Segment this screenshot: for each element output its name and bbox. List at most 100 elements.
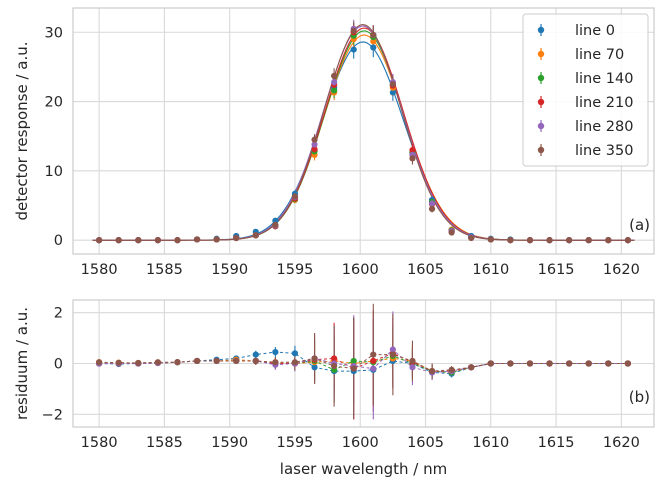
top-y-axis-label: detector response / a.u.	[13, 41, 31, 220]
data-point	[370, 44, 377, 51]
top-panel: 1580 1585 1590 1595 1600 1605 1610 1615 1620 0 10…	[13, 7, 655, 278]
data-point	[409, 155, 416, 162]
legend-label: line 280	[575, 119, 633, 135]
x-tick-label: 1605	[407, 262, 444, 278]
y-tick-label: 20	[45, 95, 63, 111]
data-point	[468, 364, 475, 371]
legend-label: line 140	[575, 71, 633, 87]
data-point	[311, 136, 318, 143]
x-tick-label: 1610	[472, 435, 509, 451]
data-point	[331, 72, 338, 80]
y-tick-label: 30	[45, 25, 63, 41]
data-point	[193, 357, 201, 365]
data-point	[331, 355, 338, 362]
data-point	[233, 234, 240, 242]
data-point	[605, 237, 612, 244]
data-point	[331, 87, 338, 94]
data-point	[115, 237, 122, 244]
data-point	[389, 346, 396, 353]
bottom-panel: 1580 1585 1590 1595 1600 1605 1610 1615 1620 −2 0…	[13, 299, 655, 478]
panel-a-tag: (a)	[629, 216, 650, 234]
x-tick-label: 1600	[342, 435, 379, 451]
data-point	[115, 359, 122, 366]
y-tick-label: 10	[45, 164, 63, 180]
data-point	[566, 237, 573, 244]
data-point	[154, 237, 161, 244]
data-point	[624, 360, 631, 367]
legend-box	[522, 13, 649, 167]
legend-marker	[537, 98, 545, 106]
data-point	[350, 27, 357, 34]
data-point	[428, 368, 436, 375]
data-point	[546, 360, 553, 367]
bottom-data-points	[96, 346, 631, 377]
top-fit-curves	[92, 24, 635, 241]
residual-line-line-350	[99, 354, 628, 372]
data-point	[291, 193, 299, 200]
data-point	[370, 351, 377, 358]
data-point	[409, 146, 416, 154]
data-point	[291, 350, 299, 357]
data-point	[428, 205, 436, 213]
x-tick-label: 1610	[472, 262, 509, 278]
data-point	[526, 360, 534, 367]
x-tick-label: 1595	[277, 262, 314, 278]
data-point	[154, 359, 161, 366]
data-point	[193, 236, 201, 243]
x-tick-label: 1585	[146, 262, 183, 278]
top-x-tick-labels: 1580 1585 1590 1595 1600 1605 1610 1615 1620	[81, 262, 640, 278]
data-point	[311, 355, 318, 362]
data-point	[468, 234, 475, 242]
data-point	[389, 81, 396, 88]
data-point	[213, 357, 220, 365]
data-point	[252, 357, 259, 365]
x-tick-label: 1580	[81, 435, 118, 451]
data-point	[624, 237, 631, 244]
data-point	[526, 237, 534, 244]
data-point	[546, 237, 553, 244]
data-point	[448, 229, 455, 236]
x-tick-label: 1615	[538, 262, 575, 278]
bottom-axes-frame	[72, 299, 655, 428]
data-point	[487, 236, 494, 243]
y-tick-label: 0	[54, 357, 63, 373]
data-point	[135, 237, 142, 244]
y-tick-label: −2	[42, 407, 63, 423]
legend-label: line 350	[575, 143, 633, 159]
legend-marker	[537, 122, 545, 130]
top-y-tick-labels: 0 10 20 30	[45, 25, 63, 249]
data-point	[135, 359, 142, 367]
x-tick-label: 1605	[407, 435, 444, 451]
x-tick-label: 1585	[146, 435, 183, 451]
x-tick-label: 1595	[277, 435, 314, 451]
data-point	[233, 357, 240, 365]
data-point	[291, 359, 299, 366]
data-point	[252, 351, 259, 358]
data-point	[389, 351, 396, 358]
x-tick-label: 1590	[211, 262, 248, 278]
x-tick-label: 1580	[81, 262, 118, 278]
data-point	[174, 237, 181, 244]
bottom-y-tick-labels: −2 0 2	[42, 306, 63, 424]
x-tick-label: 1590	[211, 435, 248, 451]
bottom-dashed-lines	[99, 348, 628, 375]
data-point	[409, 357, 416, 365]
y-tick-label: 0	[54, 233, 63, 249]
data-point	[585, 237, 592, 244]
data-point	[507, 360, 514, 367]
data-point	[311, 146, 318, 153]
legend: line 0 line 70 line 140 line 210 line 280 lin…	[522, 13, 649, 167]
data-point	[409, 364, 416, 371]
data-point	[605, 360, 612, 367]
bottom-y-axis-label: residuum / a.u.	[13, 307, 31, 420]
data-point	[566, 360, 573, 367]
data-point	[311, 364, 318, 371]
data-point	[507, 237, 514, 244]
panel-b-tag: (b)	[629, 388, 650, 406]
data-point	[370, 31, 377, 39]
data-point	[370, 357, 377, 365]
data-point	[370, 365, 377, 372]
data-point	[272, 221, 279, 228]
legend-marker	[537, 50, 545, 58]
